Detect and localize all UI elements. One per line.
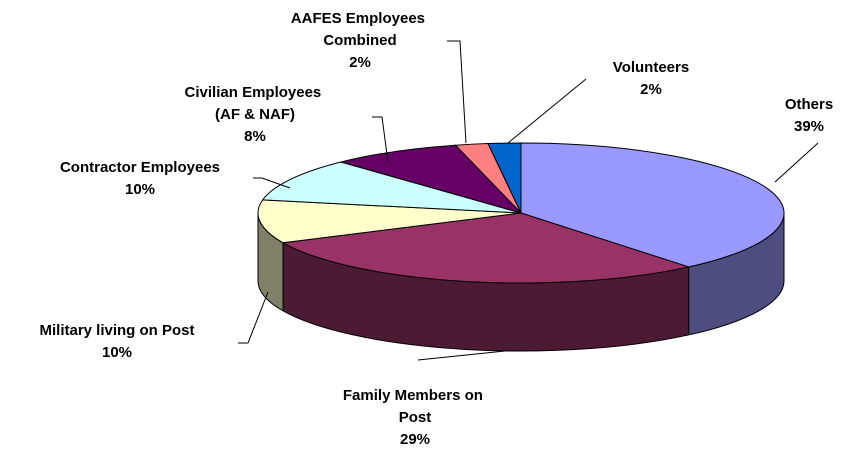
label-line: Military living on Post (39, 322, 194, 339)
slice-value-label: 29% (400, 431, 430, 448)
slice-value-label: 10% (125, 181, 155, 198)
leader-line (253, 177, 291, 189)
pie-tops (257, 142, 785, 284)
slice-label: Military living on Post (39, 322, 194, 339)
slice-value-label: 8% (244, 128, 266, 145)
label-line: Contractor Employees (60, 159, 220, 176)
slice-value-label: 10% (102, 344, 132, 361)
slice-label: AAFES Employees Combined (291, 10, 429, 49)
pie-sides (257, 212, 785, 352)
slice-label: Volunteers (613, 59, 689, 76)
label-line: Family Members on (343, 387, 487, 404)
slice (257, 199, 522, 244)
label-line: Combined (323, 32, 396, 49)
slice (520, 142, 785, 268)
label-line: Civilian Employees (185, 84, 326, 101)
labels: Others 39% Family Members on Post 29% Milita… (39, 10, 833, 448)
label-line: Others (785, 96, 833, 113)
slice-value-label: 39% (794, 118, 824, 135)
label-line: (AF & NAF) (215, 106, 295, 123)
slice-label: Civilian Employees (AF & NAF) (185, 84, 326, 123)
label-line: AAFES Employees (291, 10, 429, 27)
slice-label: Family Members on Post (343, 387, 487, 426)
slice-value-label: 2% (640, 81, 662, 98)
leader-line (774, 142, 819, 183)
slice-label: Others (785, 96, 833, 113)
leader-line (372, 116, 389, 163)
leader-line (447, 40, 467, 144)
leader-line (417, 350, 506, 361)
slice (339, 144, 523, 214)
slice-label: Contractor Employees (60, 159, 220, 176)
label-line: Post (399, 409, 432, 426)
leader-line (507, 78, 587, 144)
leader-line (238, 291, 269, 344)
leader-lines (238, 40, 819, 361)
slice-value-label: 2% (349, 54, 371, 71)
label-line: Volunteers (613, 59, 689, 76)
slice (487, 142, 522, 214)
slice (261, 161, 522, 214)
